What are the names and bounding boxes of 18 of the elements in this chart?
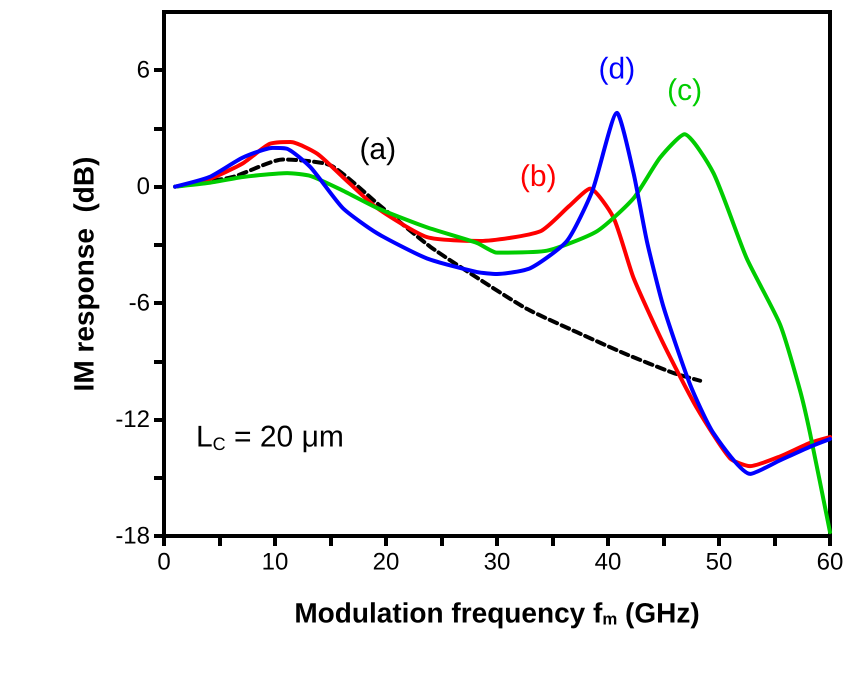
x-tick-label: 30	[484, 548, 510, 576]
x-tick-label: 20	[372, 548, 400, 576]
x-tick-label: 50	[706, 548, 732, 576]
series-label: (d)	[598, 52, 636, 86]
x-tick-label: 60	[816, 548, 844, 576]
series-label: (c)	[667, 74, 702, 107]
series-label: (a)	[359, 132, 396, 166]
series-label: (b)	[520, 160, 557, 194]
x-tick-label: 40	[594, 548, 622, 576]
y-tick-label: -18	[115, 522, 150, 550]
y-tick-label: 0	[136, 173, 150, 200]
x-tick-label: 0	[157, 548, 171, 576]
x-axis-title: Modulation frequency fm (GHz)	[294, 597, 700, 629]
y-axis-title: IM response (dB)	[68, 156, 100, 392]
y-tick-label: -12	[115, 406, 150, 434]
y-tick-label: 6	[136, 56, 150, 84]
y-tick-label: -6	[128, 290, 150, 317]
x-tick-label: 10	[262, 548, 288, 576]
